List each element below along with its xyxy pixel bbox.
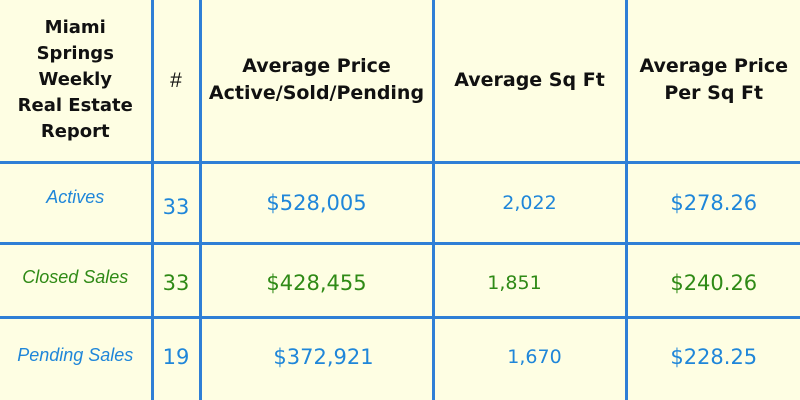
row-label: Pending Sales bbox=[17, 344, 134, 365]
avg-price-cell: $372,921 bbox=[198, 315, 435, 400]
row-label: Closed Sales bbox=[22, 266, 129, 287]
avg-price-cell: $428,455 bbox=[198, 241, 435, 319]
average-price-line: Average Price bbox=[242, 55, 391, 78]
header-count: # bbox=[150, 0, 202, 164]
title-line: Report bbox=[40, 121, 110, 143]
title-line: Miami bbox=[44, 17, 106, 39]
count-value: 33 bbox=[162, 194, 190, 219]
price-per-sqft-value: $228.25 bbox=[670, 345, 758, 370]
header-row: Miami Springs Weekly Real Estate Report … bbox=[0, 0, 800, 164]
average-price-line: Active/Sold/Pending bbox=[208, 82, 425, 105]
count-value: 19 bbox=[162, 345, 190, 370]
title-line: Weekly bbox=[38, 69, 112, 91]
header-average-sqft: Average Sq Ft bbox=[431, 0, 628, 164]
price-per-sqft-cell: $240.26 bbox=[624, 241, 800, 319]
count-cell: 33 bbox=[150, 241, 202, 319]
table-row-actives: Actives 33 $528,005 2,022 $278.26 bbox=[0, 160, 800, 245]
count-value: 33 bbox=[162, 271, 190, 295]
avg-price-cell: $528,005 bbox=[198, 160, 435, 245]
avg-price-value: $528,005 bbox=[266, 190, 367, 215]
price-per-sqft-line: Average Price bbox=[639, 55, 789, 78]
avg-sqft-cell: 2,022 bbox=[431, 160, 628, 245]
title-line: Springs bbox=[36, 43, 114, 65]
price-per-sqft-cell: $228.25 bbox=[624, 315, 800, 400]
price-per-sqft-cell: $278.26 bbox=[624, 160, 800, 245]
count-cell: 19 bbox=[150, 315, 202, 400]
price-per-sqft-value: $278.26 bbox=[670, 190, 758, 215]
price-per-sqft-line: Per Sq Ft bbox=[664, 82, 764, 105]
avg-sqft-value: 2,022 bbox=[502, 191, 557, 214]
avg-sqft-cell: 1,851 bbox=[431, 241, 628, 319]
header-average-price-per-sqft: Average Price Per Sq Ft bbox=[624, 0, 800, 164]
header-average-price: Average Price Active/Sold/Pending bbox=[198, 0, 435, 164]
row-label-cell: Actives bbox=[0, 160, 154, 245]
table-row-pending-sales: Pending Sales 19 $372,921 1,670 $228.25 bbox=[0, 315, 800, 400]
avg-sqft-cell: 1,670 bbox=[431, 315, 628, 400]
avg-price-value: $372,921 bbox=[273, 345, 374, 370]
row-label: Actives bbox=[46, 187, 105, 207]
count-cell: 33 bbox=[150, 160, 202, 245]
row-label-cell: Pending Sales bbox=[0, 315, 154, 400]
price-per-sqft-value: $240.26 bbox=[670, 271, 758, 295]
avg-sqft-value: 1,851 bbox=[487, 272, 542, 294]
row-label-cell: Closed Sales bbox=[0, 241, 154, 319]
count-header-label: # bbox=[170, 68, 182, 92]
table-row-closed-sales: Closed Sales 33 $428,455 1,851 $240.26 bbox=[0, 241, 800, 319]
average-sqft-label: Average Sq Ft bbox=[454, 68, 605, 91]
avg-sqft-value: 1,670 bbox=[507, 346, 562, 369]
avg-price-value: $428,455 bbox=[266, 271, 367, 295]
header-report-title: Miami Springs Weekly Real Estate Report bbox=[0, 0, 154, 164]
title-line: Real Estate bbox=[17, 95, 133, 117]
